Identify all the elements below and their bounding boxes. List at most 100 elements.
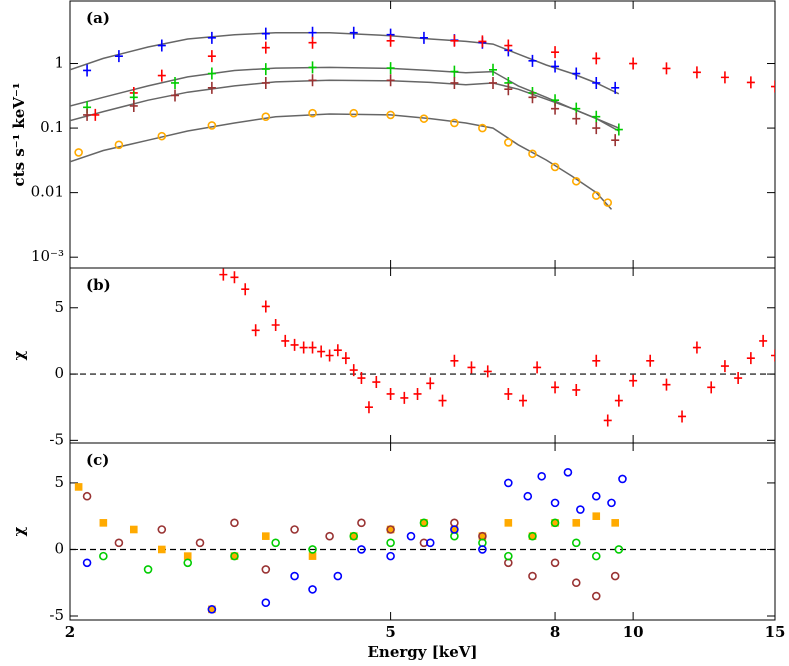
data-point xyxy=(592,122,601,135)
data-point xyxy=(550,558,560,568)
data-point xyxy=(325,531,334,541)
data-point xyxy=(299,341,308,354)
x-tick-label: 8 xyxy=(550,623,560,641)
data-point xyxy=(386,525,395,534)
data-point xyxy=(550,518,560,528)
data-point xyxy=(592,512,601,520)
data-point xyxy=(129,525,138,534)
data-point xyxy=(114,140,124,150)
data-point xyxy=(592,52,601,65)
data-point xyxy=(230,518,239,528)
data-point xyxy=(261,565,271,574)
data-point xyxy=(504,138,513,147)
data-point xyxy=(450,118,459,128)
plot-frame xyxy=(69,267,776,444)
plot-area xyxy=(70,26,775,210)
data-point xyxy=(386,34,395,47)
data-point xyxy=(74,483,83,491)
data-point xyxy=(261,300,270,313)
data-point xyxy=(83,108,92,121)
data-point xyxy=(357,545,366,554)
data-point xyxy=(528,91,537,104)
data-point xyxy=(386,74,395,87)
data-point xyxy=(591,191,601,200)
data-point xyxy=(386,387,395,400)
data-point xyxy=(537,471,546,481)
data-point xyxy=(183,558,193,568)
data-point xyxy=(504,551,513,561)
data-point xyxy=(271,538,280,548)
data-point xyxy=(614,123,623,136)
data-point xyxy=(572,383,581,396)
data-point xyxy=(504,478,513,488)
data-point xyxy=(419,114,429,123)
data-point xyxy=(504,519,513,527)
data-point xyxy=(349,364,358,377)
data-point xyxy=(349,531,359,541)
data-point xyxy=(592,76,601,89)
data-point xyxy=(519,394,528,407)
data-point xyxy=(504,387,513,400)
y-tick-label: 0.1 xyxy=(40,118,64,136)
data-point xyxy=(114,538,124,548)
data-point xyxy=(610,571,620,581)
data-point xyxy=(207,81,216,94)
data-point xyxy=(483,365,492,378)
data-point xyxy=(572,67,581,80)
data-point xyxy=(290,571,299,581)
data-point xyxy=(450,76,459,89)
data-point xyxy=(281,334,290,347)
data-point xyxy=(261,63,270,76)
data-point xyxy=(99,519,108,527)
data-point xyxy=(157,39,166,52)
data-point xyxy=(261,598,271,607)
data-point xyxy=(614,545,624,554)
y-tick-label: 0 xyxy=(54,539,64,557)
data-point xyxy=(550,498,560,508)
data-point xyxy=(746,76,755,89)
data-point xyxy=(662,62,671,75)
data-point xyxy=(308,108,317,118)
data-point xyxy=(426,377,435,390)
data-point xyxy=(308,585,317,594)
data-point xyxy=(207,121,217,130)
data-point xyxy=(157,545,166,554)
data-point xyxy=(308,36,317,49)
data-point xyxy=(551,60,560,73)
data-point xyxy=(528,149,537,159)
model-line xyxy=(70,113,613,210)
data-point xyxy=(528,531,537,541)
data-point xyxy=(372,376,381,389)
data-point xyxy=(603,414,612,427)
panel-label: (a) xyxy=(86,9,110,27)
data-point xyxy=(629,374,638,387)
data-point xyxy=(290,525,299,534)
data-point xyxy=(572,519,581,527)
data-point xyxy=(533,361,542,374)
data-point xyxy=(571,538,581,548)
data-point xyxy=(82,558,92,568)
data-point xyxy=(607,498,616,508)
data-point xyxy=(450,354,459,367)
data-point xyxy=(746,352,755,365)
data-point xyxy=(261,76,270,89)
data-point xyxy=(413,387,422,400)
data-point xyxy=(611,134,620,147)
data-point xyxy=(720,71,729,84)
data-point xyxy=(308,61,317,74)
data-point xyxy=(308,552,317,560)
y-tick-label: 0 xyxy=(54,364,64,382)
data-point xyxy=(528,54,537,67)
panel-label: (b) xyxy=(86,276,111,294)
data-point xyxy=(771,349,775,362)
plot-area xyxy=(74,467,627,614)
data-point xyxy=(308,545,317,554)
data-point xyxy=(618,474,627,484)
data-point xyxy=(551,46,560,59)
data-point xyxy=(478,545,487,554)
data-point xyxy=(290,338,299,351)
data-point xyxy=(563,467,573,477)
data-point xyxy=(419,518,429,528)
data-point xyxy=(230,551,239,561)
